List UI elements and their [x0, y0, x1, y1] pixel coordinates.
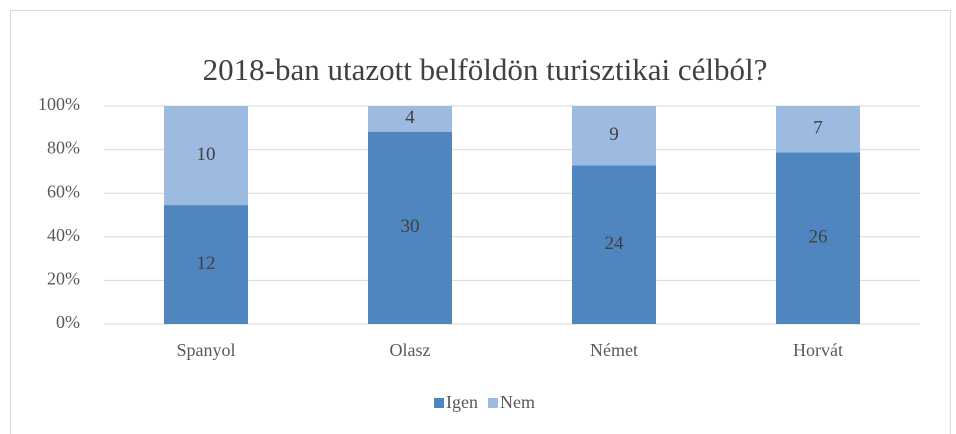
y-tick-label: 100%	[38, 94, 80, 114]
x-tick-label: Horvát	[793, 340, 843, 360]
x-tick-label: Olasz	[390, 340, 431, 360]
legend-swatch	[487, 398, 498, 408]
legend-swatch	[434, 398, 444, 408]
y-tick-label: 40%	[47, 225, 80, 245]
y-tick-label: 20%	[47, 269, 80, 289]
data-label: 24	[605, 233, 625, 254]
data-label: 12	[197, 253, 216, 274]
data-label: 10	[197, 144, 216, 165]
legend-label: Igen	[446, 392, 478, 412]
bar-segment	[368, 131, 452, 324]
chart-border	[10, 10, 951, 434]
bar-segment	[776, 152, 860, 324]
bar-segment	[572, 165, 656, 324]
x-tick-label: Spanyol	[176, 340, 235, 360]
bar-segment	[368, 106, 452, 132]
legend-label: Nem	[500, 392, 535, 412]
y-tick-label: 60%	[47, 181, 80, 201]
data-label: 7	[813, 117, 823, 138]
bar-segment	[164, 106, 248, 206]
x-tick-label: Német	[590, 340, 638, 360]
bar-segment	[164, 205, 248, 324]
data-label: 30	[401, 216, 420, 237]
bar-segment	[776, 106, 860, 153]
bar-segment	[572, 106, 656, 166]
data-label: 26	[809, 226, 828, 247]
data-label: 9	[609, 124, 619, 145]
y-tick-label: 0%	[56, 312, 80, 332]
chart-title: 2018-ban utazott belföldön turisztikai c…	[203, 52, 768, 87]
y-tick-label: 80%	[47, 138, 80, 158]
data-label: 4	[405, 107, 415, 128]
